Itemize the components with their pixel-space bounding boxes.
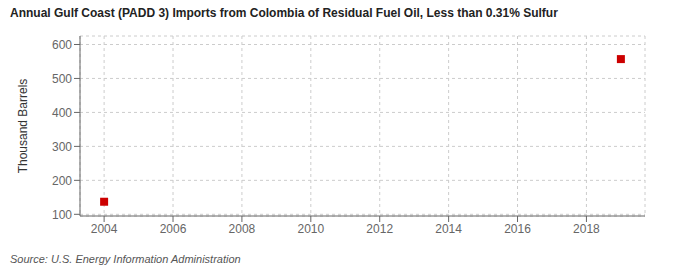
- svg-text:400: 400: [52, 106, 72, 120]
- svg-text:Thousand Barrels: Thousand Barrels: [16, 79, 30, 174]
- html-text:Annual Gulf Coast (PADD 3) Imp: Annual Gulf Coast (PADD 3) Imports from …: [10, 6, 558, 20]
- svg-text:2016: 2016: [504, 222, 531, 236]
- svg-text:2014: 2014: [435, 222, 462, 236]
- svg-text:100: 100: [52, 208, 72, 222]
- svg-text:200: 200: [52, 174, 72, 188]
- svg-text:2008: 2008: [229, 222, 256, 236]
- svg-text:2004: 2004: [91, 222, 118, 236]
- html-text:Source: U.S. Energy Informatio: Source: U.S. Energy Information Administ…: [10, 253, 241, 265]
- svg-text:500: 500: [52, 72, 72, 86]
- svg-text:2012: 2012: [366, 222, 393, 236]
- svg-text:2006: 2006: [160, 222, 187, 236]
- svg-text:2018: 2018: [573, 222, 600, 236]
- svg-text:2010: 2010: [297, 222, 324, 236]
- svg-text:300: 300: [52, 140, 72, 154]
- svg-text:600: 600: [52, 38, 72, 52]
